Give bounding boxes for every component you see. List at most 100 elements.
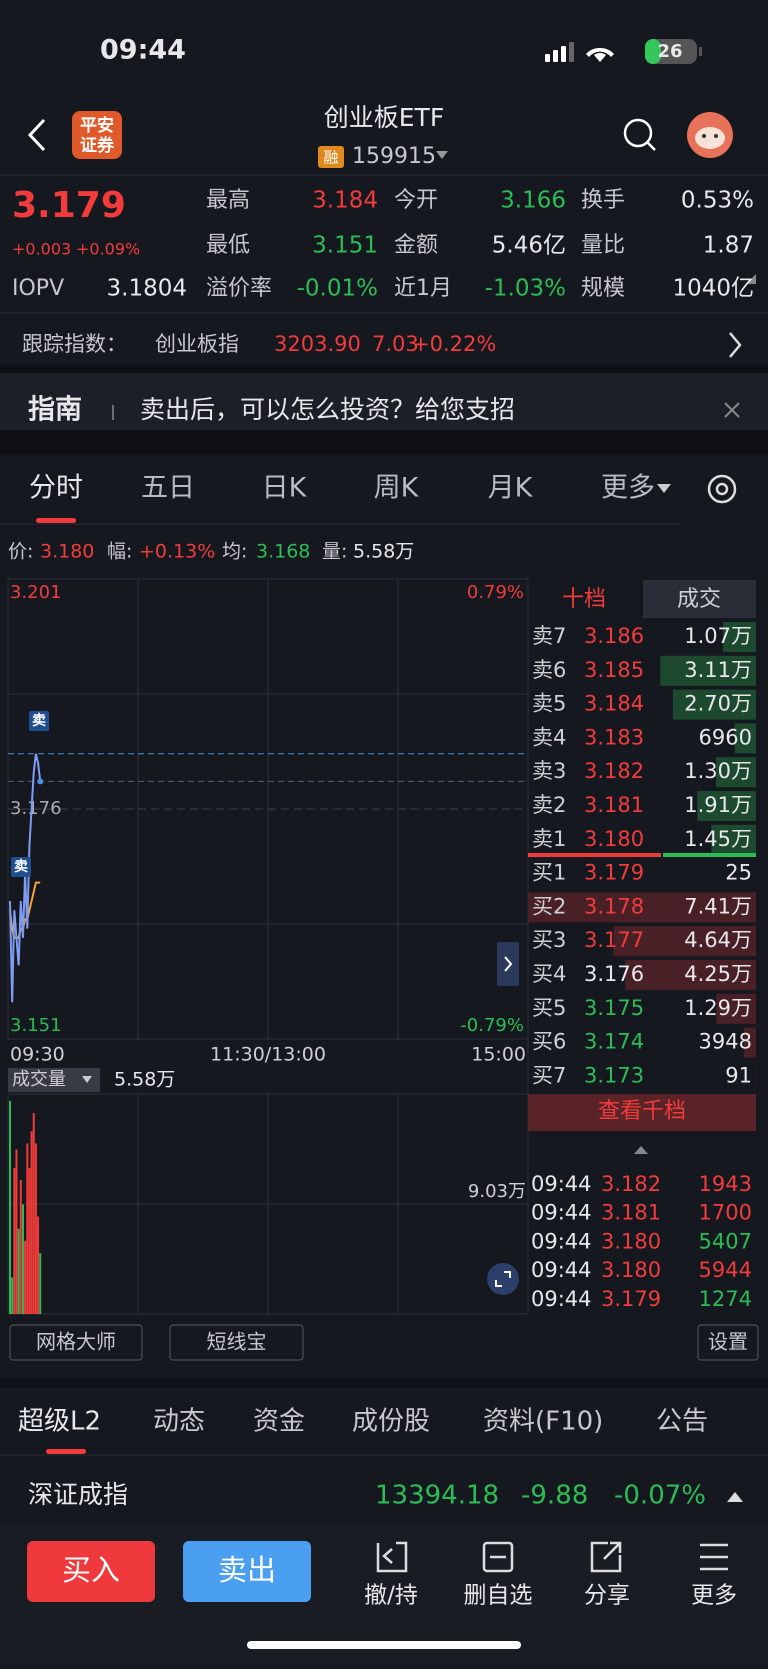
y2-tick-label: 0.79% bbox=[467, 582, 524, 603]
volume-bar bbox=[35, 1143, 37, 1314]
field-value: 1.87 bbox=[703, 233, 754, 259]
bottom-tab[interactable]: 资金 bbox=[253, 1407, 305, 1437]
trade-time: 09:44 bbox=[531, 1172, 592, 1196]
fullscreen-button[interactable] bbox=[487, 1263, 519, 1295]
index-name: 深证成指 bbox=[28, 1480, 128, 1509]
bottom-tab[interactable]: 公告 bbox=[656, 1407, 708, 1437]
bottom-tab[interactable]: 超级L2 bbox=[18, 1407, 101, 1437]
volume-bar bbox=[33, 1113, 35, 1314]
x-tick-label: 09:30 bbox=[10, 1044, 65, 1066]
book-label: 买7 bbox=[532, 1063, 566, 1087]
field-value: 3.151 bbox=[312, 233, 378, 259]
band bbox=[0, 365, 768, 373]
field-value: 1040亿 bbox=[672, 276, 754, 302]
book-price: 3.177 bbox=[584, 928, 644, 952]
logo-text: 平安 bbox=[80, 115, 114, 136]
action-label[interactable]: 撤/持 bbox=[364, 1583, 418, 1609]
book-price: 3.173 bbox=[584, 1063, 644, 1087]
chart-tab[interactable]: 分时 bbox=[29, 473, 83, 504]
trade-time: 09:44 bbox=[531, 1287, 592, 1311]
trade-time: 09:44 bbox=[531, 1229, 592, 1253]
y2-tick-label: -0.79% bbox=[460, 1015, 524, 1036]
book-tab[interactable]: 十档 bbox=[562, 587, 606, 612]
index-change: -9.88 bbox=[521, 1481, 588, 1511]
field-label: 近1月 bbox=[394, 276, 452, 301]
chart-tab[interactable]: 月K bbox=[488, 473, 534, 504]
trade-volume: 5944 bbox=[699, 1258, 752, 1282]
book-price: 3.182 bbox=[584, 759, 644, 783]
book-price: 3.174 bbox=[584, 1030, 644, 1054]
signal-label: 卖 bbox=[32, 712, 46, 729]
info-value: +0.13% bbox=[139, 541, 215, 563]
chart-tab[interactable]: 周K bbox=[374, 473, 420, 504]
book-label: 买2 bbox=[532, 894, 566, 918]
book-volume: 1.07万 bbox=[684, 624, 752, 648]
index-value: 13394.18 bbox=[375, 1481, 499, 1511]
book-volume: 91 bbox=[725, 1063, 752, 1087]
y-tick-label: 3.201 bbox=[10, 582, 62, 603]
book-price: 3.183 bbox=[584, 725, 644, 749]
expand-tab[interactable] bbox=[497, 942, 519, 986]
book-tab[interactable]: 成交 bbox=[677, 587, 721, 612]
more-depth[interactable]: 查看千档 bbox=[598, 1099, 686, 1124]
x-tick-label: 11:30/13:00 bbox=[210, 1044, 326, 1066]
chart-tab[interactable]: 更多 bbox=[601, 473, 655, 504]
book-price: 3.176 bbox=[584, 962, 644, 986]
trade-volume: 5407 bbox=[699, 1229, 752, 1253]
tab-underline bbox=[46, 1449, 86, 1454]
book-split-ask bbox=[528, 853, 661, 857]
chart-tab[interactable]: 日K bbox=[262, 473, 308, 504]
code: 159915 bbox=[352, 144, 436, 169]
buy-label: 买入 bbox=[62, 1553, 120, 1587]
chart-tab[interactable]: 五日 bbox=[141, 473, 195, 504]
badge: 融 bbox=[323, 149, 338, 167]
book-volume: 1.29万 bbox=[684, 996, 752, 1020]
tracking-index: 创业板指 bbox=[155, 332, 239, 356]
action-label[interactable]: 分享 bbox=[584, 1583, 630, 1609]
book-volume: 6960 bbox=[699, 725, 752, 749]
action-label[interactable]: 更多 bbox=[691, 1583, 737, 1609]
trade-price: 3.182 bbox=[601, 1172, 661, 1196]
tracking-value: 3203.90 bbox=[274, 332, 361, 356]
field-label: 今开 bbox=[394, 188, 438, 213]
avatar[interactable] bbox=[687, 112, 733, 158]
field-label: 换手 bbox=[581, 188, 625, 213]
book-volume: 1.30万 bbox=[684, 759, 752, 783]
trade-time: 09:44 bbox=[531, 1258, 592, 1282]
app-title: 创业板ETF bbox=[324, 103, 444, 132]
book-volume: 1.45万 bbox=[684, 827, 752, 851]
book-label: 买6 bbox=[532, 1030, 566, 1054]
book-price: 3.175 bbox=[584, 996, 644, 1020]
volume-bar bbox=[22, 1204, 24, 1314]
tool-label: 短线宝 bbox=[207, 1330, 267, 1354]
book-price: 3.185 bbox=[584, 658, 644, 682]
field-label: 量比 bbox=[581, 233, 625, 258]
volume-bar bbox=[9, 1101, 11, 1314]
logo-text: 证券 bbox=[80, 135, 115, 156]
settings-label: 设置 bbox=[708, 1330, 748, 1354]
book-price: 3.181 bbox=[584, 793, 644, 817]
book-label: 买1 bbox=[532, 861, 566, 885]
action-label[interactable]: 删自选 bbox=[464, 1583, 533, 1609]
change: +0.003 bbox=[12, 240, 71, 259]
guide-text[interactable]: 卖出后，可以怎么投资？给您支招 bbox=[140, 395, 515, 424]
book-split-bid bbox=[663, 853, 756, 857]
info-label: 均: bbox=[222, 541, 247, 563]
band bbox=[0, 1378, 768, 1388]
bottom-tab[interactable]: 成份股 bbox=[352, 1407, 430, 1437]
info-label: 幅: bbox=[107, 541, 132, 563]
last-point bbox=[37, 778, 43, 784]
field-value: 0.53% bbox=[681, 188, 754, 214]
trade-volume: 1943 bbox=[699, 1172, 752, 1196]
volume-bar bbox=[15, 1150, 17, 1314]
bottom-tab[interactable]: 资料(F10) bbox=[483, 1407, 603, 1437]
clock: 09:44 bbox=[100, 35, 186, 66]
battery: 26 bbox=[657, 41, 682, 62]
book-volume: 1.91万 bbox=[684, 793, 752, 817]
field-label: 最高 bbox=[206, 188, 250, 213]
trade-price: 3.180 bbox=[601, 1229, 661, 1253]
info-value: 3.168 bbox=[256, 541, 310, 563]
book-volume: 4.25万 bbox=[684, 962, 752, 986]
bottom-tab[interactable]: 动态 bbox=[153, 1407, 205, 1437]
